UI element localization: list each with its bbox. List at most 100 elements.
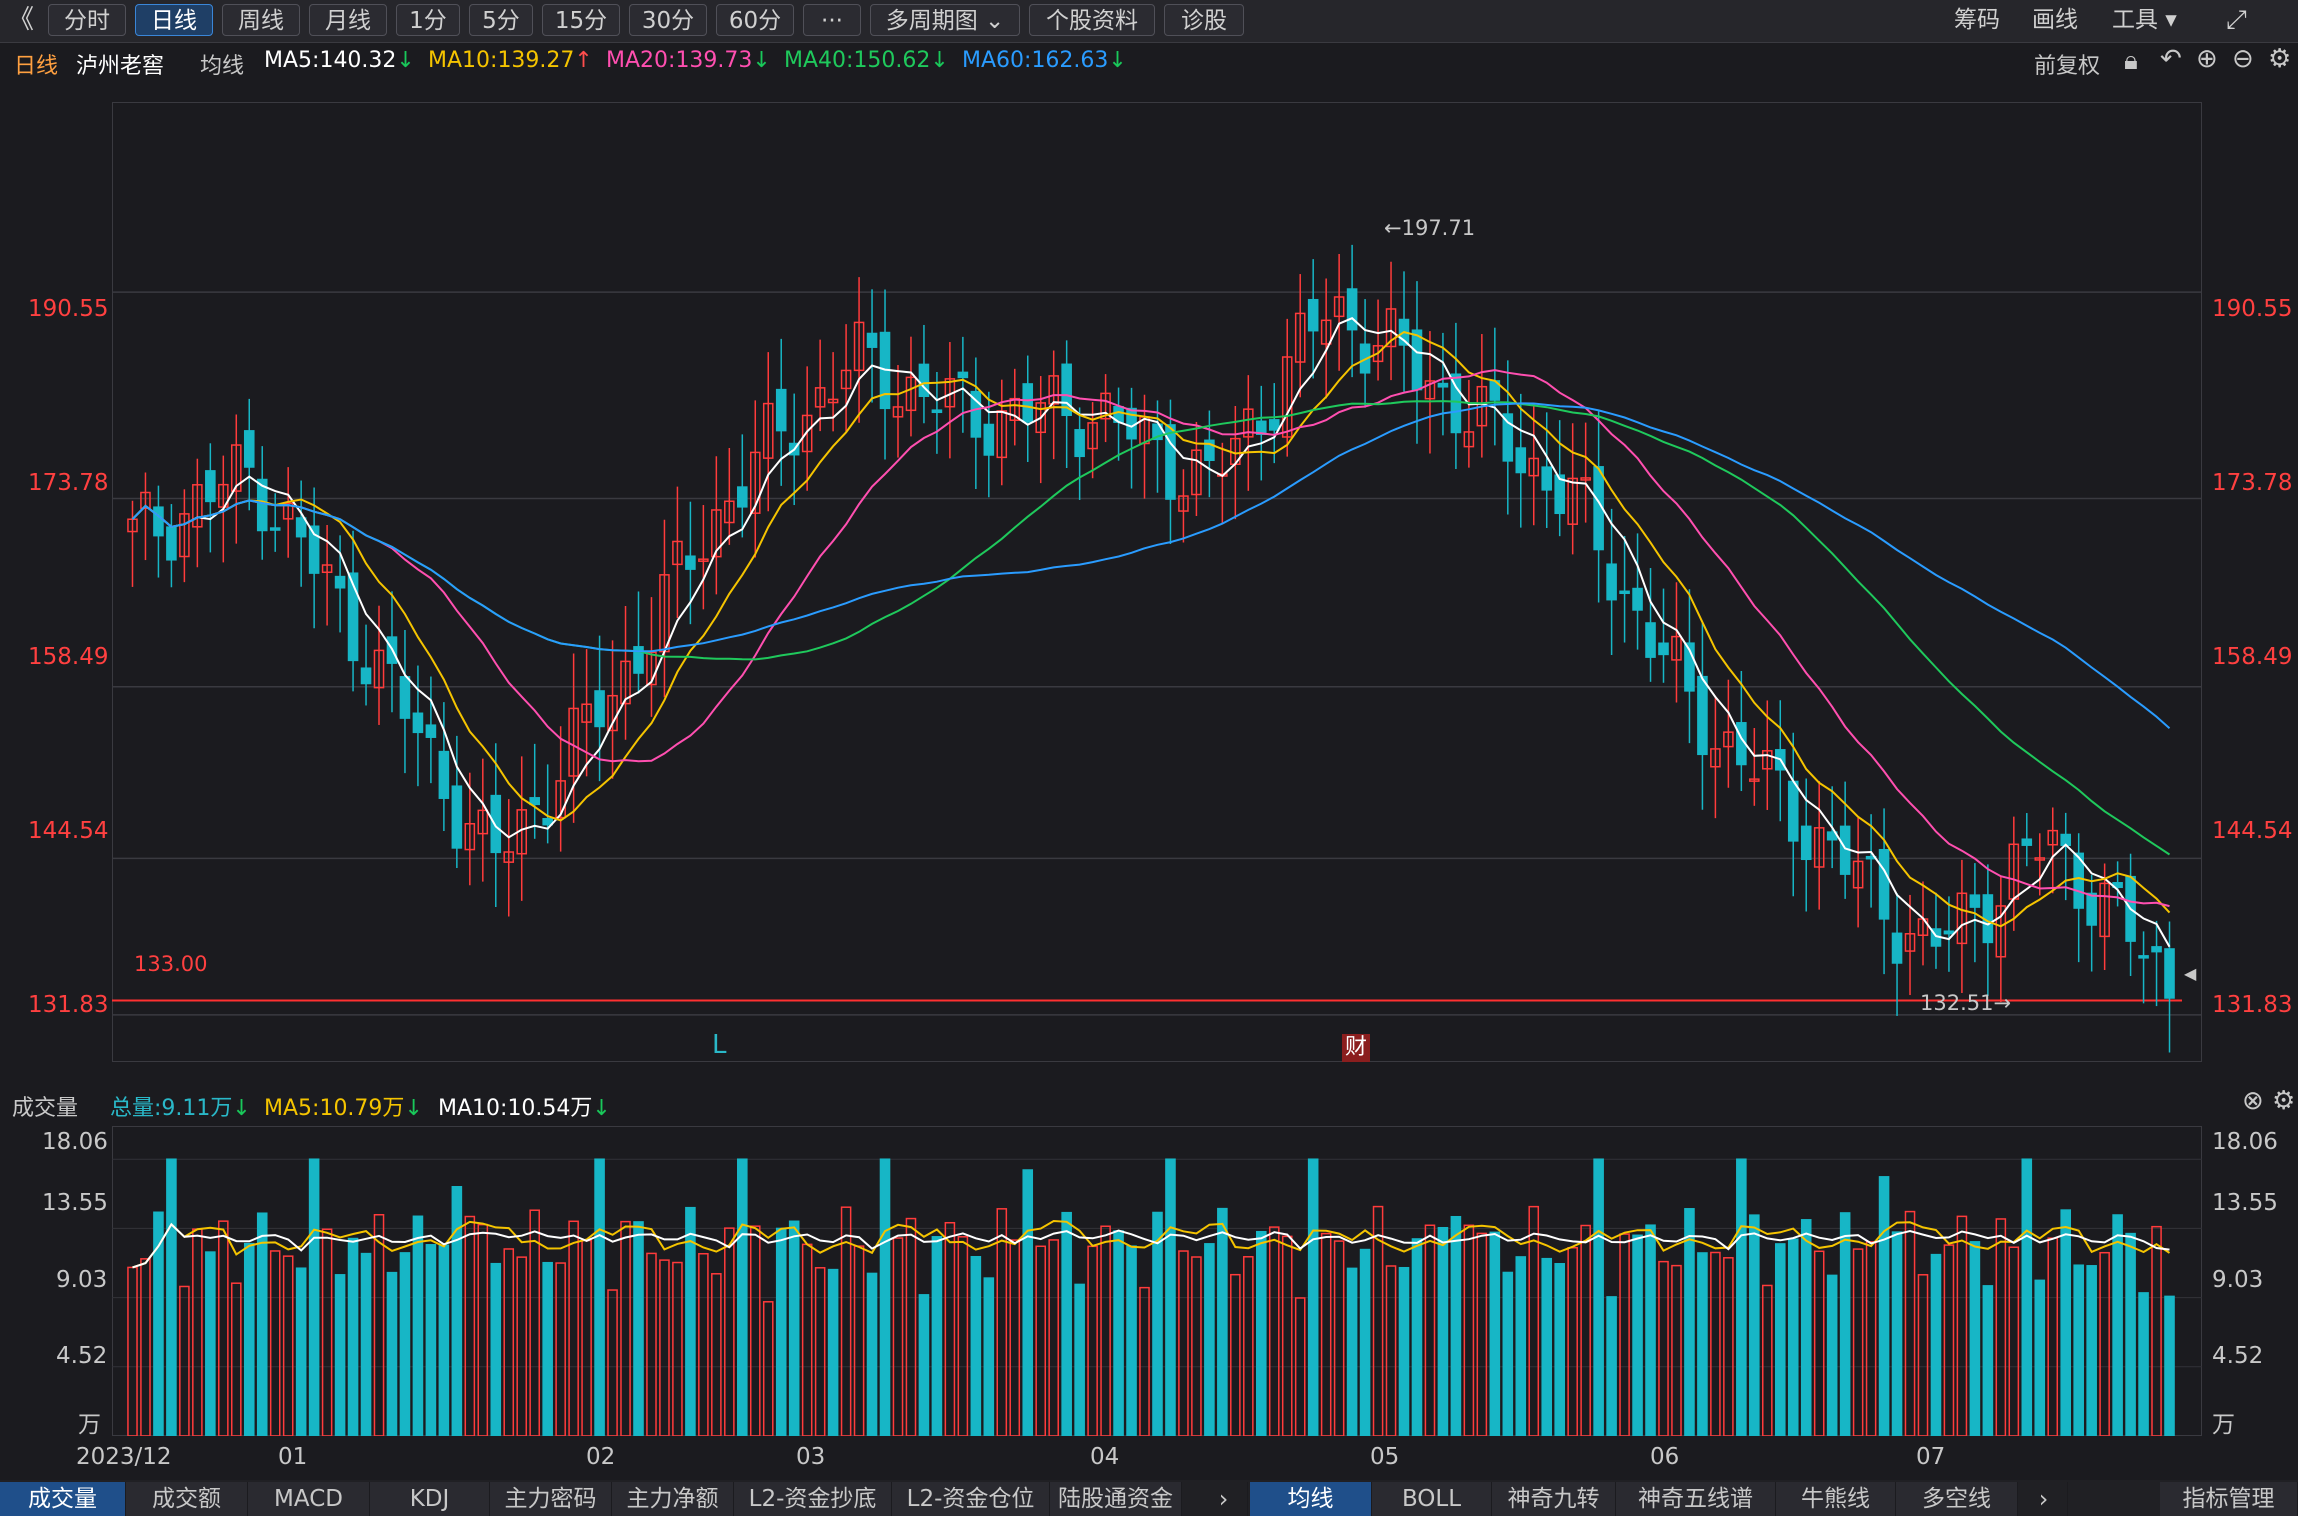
tab-macd[interactable]: MACD <box>248 1482 370 1516</box>
volume-bar <box>282 1255 294 1436</box>
volume-bar <box>192 1228 203 1436</box>
more-periods-button[interactable]: ··· <box>803 4 861 36</box>
volume-chart[interactable] <box>112 1126 2202 1436</box>
candlestick-chart[interactable] <box>112 102 2202 1062</box>
tab-ma[interactable]: 均线 <box>1250 1482 1372 1516</box>
candle-body <box>1956 892 1968 945</box>
tab-kdj[interactable]: KDJ <box>370 1482 490 1516</box>
candle-body <box>2151 946 2162 953</box>
candle-body <box>1684 642 1695 692</box>
candle-body <box>140 491 151 509</box>
settings-icon[interactable]: ⚙ <box>2268 44 2292 74</box>
tabs-scroll-right-icon-2[interactable]: › <box>2020 1482 2068 1516</box>
chips-button[interactable]: 筹码 <box>1954 7 2000 33</box>
tabs-scroll-right-icon[interactable]: › <box>1200 1482 1248 1516</box>
volume-bar <box>594 1158 605 1436</box>
volume-bar <box>127 1266 138 1436</box>
volume-bar <box>1580 1224 1591 1436</box>
tab-daily[interactable]: 日线 <box>135 4 213 36</box>
candle-body <box>1671 635 1682 661</box>
volume-bar <box>2021 1158 2033 1436</box>
tab-5min[interactable]: 5分 <box>469 4 533 36</box>
tab-30min[interactable]: 30分 <box>629 4 707 36</box>
y-tick-right: 158.49 <box>2212 644 2293 670</box>
tab-15min[interactable]: 15分 <box>542 4 620 36</box>
period-high-label: ←197.71 <box>1384 216 1476 240</box>
undo-icon[interactable]: ↶ <box>2160 44 2182 74</box>
tab-hk-connect[interactable]: 陆股通资金 <box>1050 1482 1182 1516</box>
candle-body <box>1606 563 1617 601</box>
y-tick-right: 173.78 <box>2212 470 2293 496</box>
tab-magic-five[interactable]: 神奇五线谱 <box>1616 1482 1776 1516</box>
volume-bar <box>1372 1205 1384 1436</box>
volume-bar <box>762 1301 774 1436</box>
volume-bar <box>1956 1215 1968 1436</box>
candle-body <box>1904 933 1916 952</box>
tab-boll[interactable]: BOLL <box>1372 1482 1492 1516</box>
candle-body <box>451 785 463 849</box>
lock-icon[interactable]: 🔒︎ <box>2124 46 2138 76</box>
vol-tick-right: 13.55 <box>2212 1190 2278 1216</box>
tab-main-force-code[interactable]: 主力密码 <box>490 1482 612 1516</box>
zoom-out-icon[interactable]: ⊖ <box>2232 44 2254 74</box>
tab-long-short[interactable]: 多空线 <box>1896 1482 2018 1516</box>
tab-l2-position[interactable]: L2-资金仓位 <box>892 1482 1050 1516</box>
tab-monthly[interactable]: 月线 <box>309 4 387 36</box>
multi-period-button[interactable]: 多周期图 ⌄ <box>870 4 1020 36</box>
tab-turnover[interactable]: 成交额 <box>126 1482 248 1516</box>
candle-body <box>685 555 696 570</box>
candlestick-panel[interactable] <box>112 102 2202 1062</box>
candle-body <box>1035 402 1047 434</box>
volume-bar <box>685 1206 696 1436</box>
candle-body <box>1995 905 2007 958</box>
tab-weekly[interactable]: 周线 <box>222 4 300 36</box>
indicator-settings-icon[interactable]: ⚙ <box>2272 1086 2296 1116</box>
volume-bar <box>801 1243 813 1436</box>
volume-bar <box>918 1294 930 1436</box>
tab-main-net[interactable]: 主力净额 <box>612 1482 734 1516</box>
volume-bar <box>2138 1292 2149 1436</box>
tools-menu-button[interactable]: 工具 ▾ <box>2112 7 2177 33</box>
volume-bar <box>1658 1260 1669 1436</box>
volume-bar <box>2008 1246 2020 1436</box>
ma-label[interactable]: 均线 <box>200 54 245 79</box>
candle-body <box>360 667 372 685</box>
candle-body <box>762 402 774 459</box>
tab-bull-bear[interactable]: 牛熊线 <box>1776 1482 1896 1516</box>
ma20-legend: MA20:139.73↓ <box>606 48 771 73</box>
tab-60min[interactable]: 60分 <box>716 4 794 36</box>
volume-bar <box>1554 1263 1565 1436</box>
draw-line-button[interactable]: 画线 <box>2032 7 2078 33</box>
tab-volume[interactable]: 成交量 <box>0 1482 126 1516</box>
tab-magic-nine[interactable]: 神奇九转 <box>1492 1482 1616 1516</box>
volume-bar <box>1567 1246 1578 1436</box>
close-indicator-icon[interactable]: ⊗ <box>2242 1086 2264 1116</box>
zoom-in-icon[interactable]: ⊕ <box>2196 44 2218 74</box>
diagnose-button[interactable]: 诊股 <box>1164 4 1244 36</box>
tab-l2-bottom[interactable]: L2-资金抄底 <box>734 1482 892 1516</box>
fullscreen-icon[interactable]: ⤢ <box>2226 5 2247 35</box>
adjust-mode[interactable]: 前复权 <box>2034 54 2101 79</box>
stock-name[interactable]: 泸州老窖 <box>76 54 165 79</box>
volume-ma10-line <box>132 1222 2170 1269</box>
tab-time-share[interactable]: 分时 <box>48 4 126 36</box>
marker-l[interactable]: L <box>712 1030 727 1060</box>
financial-report-marker[interactable]: 财 <box>1342 1034 1370 1062</box>
back-icon[interactable]: 《 <box>8 5 35 35</box>
volume-bar <box>788 1220 800 1436</box>
candle-body <box>412 712 424 734</box>
candle-body <box>814 387 826 408</box>
volume-bar <box>1074 1283 1085 1436</box>
candle-body <box>334 575 346 589</box>
stock-profile-button[interactable]: 个股资料 <box>1029 4 1155 36</box>
candle-body <box>1787 780 1799 842</box>
volume-title[interactable]: 成交量 <box>12 1096 79 1121</box>
candle-body <box>1346 288 1358 331</box>
volume-bar <box>711 1273 722 1436</box>
candle-body <box>1710 748 1721 768</box>
candle-body <box>1424 380 1436 400</box>
tab-1min[interactable]: 1分 <box>396 4 460 36</box>
candle-body <box>620 660 631 705</box>
candle-body <box>1100 392 1111 420</box>
indicator-manager-button[interactable]: 指标管理 <box>2160 1482 2298 1516</box>
